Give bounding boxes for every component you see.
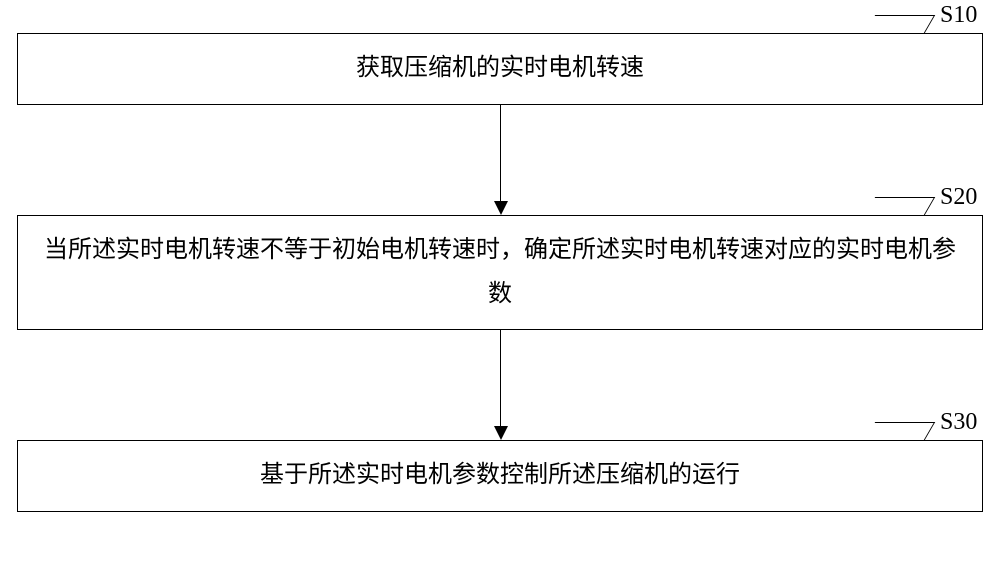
leader-s30	[865, 422, 935, 440]
edge-s20-s30-line	[500, 330, 501, 426]
node-s20-text: 当所述实时电机转速不等于初始电机转速时，确定所述实时电机转速对应的实时电机参数	[38, 229, 962, 315]
step-label-s20: S20	[940, 184, 977, 211]
node-s10-text: 获取压缩机的实时电机转速	[356, 47, 644, 90]
step-label-s10: S10	[940, 2, 977, 29]
step-label-s30: S30	[940, 409, 977, 436]
flowchart-container: S10 获取压缩机的实时电机转速 S20 当所述实时电机转速不等于初始电机转速时…	[0, 0, 1000, 571]
edge-s10-s20-head	[494, 201, 508, 215]
node-s10: 获取压缩机的实时电机转速	[17, 33, 983, 105]
node-s20: 当所述实时电机转速不等于初始电机转速时，确定所述实时电机转速对应的实时电机参数	[17, 215, 983, 330]
edge-s10-s20-line	[500, 105, 501, 201]
leader-s10	[865, 15, 935, 33]
node-s30-text: 基于所述实时电机参数控制所述压缩机的运行	[260, 454, 740, 497]
leader-s20	[865, 197, 935, 215]
edge-s20-s30-head	[494, 426, 508, 440]
node-s30: 基于所述实时电机参数控制所述压缩机的运行	[17, 440, 983, 512]
